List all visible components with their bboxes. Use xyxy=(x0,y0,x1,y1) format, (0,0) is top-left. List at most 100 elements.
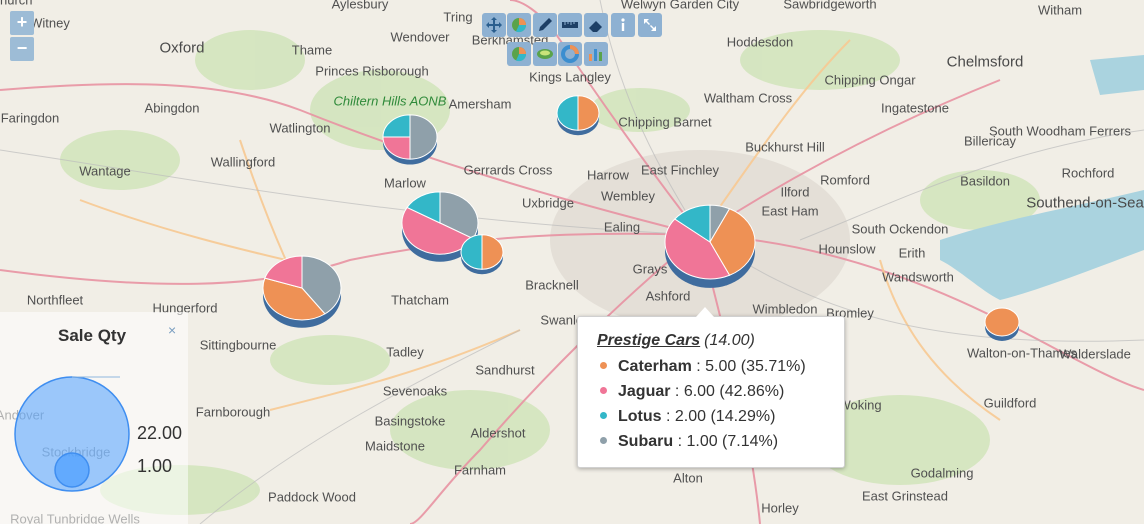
ruler-tool-button[interactable] xyxy=(558,13,582,37)
pie-slice-caterham[interactable] xyxy=(709,208,756,276)
pie-slice-lotus[interactable] xyxy=(556,95,579,131)
place-label: Ashford xyxy=(645,288,691,304)
ellipse-tool-button[interactable] xyxy=(533,42,557,66)
place-label: Woking xyxy=(838,397,882,413)
place-label: Chiltern Hills AONB xyxy=(333,93,447,109)
place-label: Thatcham xyxy=(391,292,449,308)
donut-chart-icon xyxy=(561,45,579,63)
pie-slice-subaru[interactable] xyxy=(439,191,479,240)
pie-tooltip: Prestige Cars (14.00) Caterham : 5.00 (35… xyxy=(577,307,845,468)
info-icon xyxy=(621,18,625,31)
place-label: Sittingbourne xyxy=(199,337,277,353)
place-label: Farnham xyxy=(453,462,507,478)
tooltip-title: Prestige Cars xyxy=(597,332,701,349)
pencil-icon xyxy=(539,18,552,31)
series-name: Jaguar xyxy=(618,383,671,400)
place-label: Wandsworth xyxy=(882,269,954,285)
place-label: Welwyn Garden City xyxy=(620,0,740,12)
fullscreen-tool-button[interactable] xyxy=(638,13,662,37)
place-label: Buckhurst Hill xyxy=(745,139,825,155)
place-label: Wendover xyxy=(390,29,450,45)
tooltip-row: Jaguar : 6.00 (42.86%) xyxy=(600,383,784,401)
place-label: Northfleet xyxy=(26,292,84,308)
eraser-icon xyxy=(589,21,602,32)
place-label: Wantage xyxy=(79,163,131,179)
pie-chart-icon xyxy=(512,18,527,33)
place-label: Marlow xyxy=(384,175,426,191)
place-label: Wallingford xyxy=(210,154,276,170)
pie-slice-jaguar[interactable] xyxy=(382,136,411,160)
pie-slice-lotus[interactable] xyxy=(460,234,483,270)
place-label: South Woodham Ferrers xyxy=(988,123,1132,139)
place-label: Witham xyxy=(1037,2,1083,18)
pie-slice-caterham[interactable] xyxy=(262,277,326,321)
zoom-in-button[interactable]: + xyxy=(10,11,34,35)
zoom-control: + − xyxy=(10,11,34,63)
pie-slice-caterham[interactable] xyxy=(577,95,600,131)
place-label: Witney xyxy=(30,15,70,31)
zoom-out-button[interactable]: − xyxy=(10,37,34,61)
place-label: Ilford xyxy=(780,184,810,200)
pie-chart-icon xyxy=(512,47,527,62)
place-label: Kings Langley xyxy=(529,69,611,85)
legend-max-label: 22.00 xyxy=(137,423,183,443)
place-label: Sevenoaks xyxy=(382,383,448,399)
place-label: Maidstone xyxy=(365,438,425,454)
pie-chart-tool-button[interactable] xyxy=(507,42,531,66)
pie-slice-caterham[interactable] xyxy=(984,307,1020,337)
place-label: Ealing xyxy=(603,219,641,235)
pie-chart[interactable] xyxy=(262,255,342,328)
pie-chart[interactable] xyxy=(460,234,504,275)
place-label: Aylesbury xyxy=(331,0,389,12)
info-tool-button[interactable] xyxy=(611,13,635,37)
pie-slice-subaru[interactable] xyxy=(301,255,342,315)
place-label: Oxford xyxy=(159,39,205,57)
pie-chart[interactable] xyxy=(984,307,1020,341)
place-label: Rochford xyxy=(1061,165,1115,181)
place-label: Aldershot xyxy=(470,425,526,441)
pie-chart[interactable] xyxy=(664,204,756,288)
tooltip-header: Prestige Cars (14.00) xyxy=(597,332,755,350)
eraser-tool-button[interactable] xyxy=(584,13,608,37)
pie-slice-lotus[interactable] xyxy=(674,204,711,243)
series-name: Caterham xyxy=(618,358,692,375)
series-value: : 5.00 (35.71%) xyxy=(696,358,806,375)
close-icon[interactable]: × xyxy=(168,322,177,338)
pie-chart[interactable] xyxy=(401,191,479,262)
pie-slice-caterham[interactable] xyxy=(481,234,504,270)
pie-slice-lotus[interactable] xyxy=(382,114,411,138)
series-dot xyxy=(600,412,607,420)
legend-min-circle xyxy=(54,452,90,488)
place-label: Tadley xyxy=(386,344,424,360)
pie-slice-lotus[interactable] xyxy=(406,191,441,224)
pie-slice-jaguar[interactable] xyxy=(264,255,303,289)
place-label: Chelmsford xyxy=(946,53,1024,71)
pie-chart-tool-button[interactable] xyxy=(507,13,531,37)
place-label: Chipping Ongar xyxy=(824,72,916,88)
pie-slice-jaguar[interactable] xyxy=(664,218,731,280)
bar-chart-tool-button[interactable] xyxy=(584,42,608,66)
pie-chart[interactable] xyxy=(382,114,438,165)
pie-chart[interactable] xyxy=(556,95,600,136)
place-label: Sawbridgeworth xyxy=(783,0,877,12)
move-tool-button[interactable] xyxy=(482,13,506,37)
place-label: Wembley xyxy=(601,188,655,204)
place-label: Ingatestone xyxy=(881,100,949,116)
place-label: Godalming xyxy=(910,465,974,481)
series-dot xyxy=(600,437,607,445)
place-label: Watlington xyxy=(269,120,331,136)
place-label: Faringdon xyxy=(0,110,60,126)
place-label: Whitchurch xyxy=(0,0,33,8)
pencil-tool-button[interactable] xyxy=(533,13,557,37)
donut-chart-tool-button[interactable] xyxy=(558,42,582,66)
tooltip-row: Caterham : 5.00 (35.71%) xyxy=(600,358,806,376)
place-label: Thame xyxy=(291,42,333,58)
fullscreen-icon xyxy=(644,19,656,31)
series-dot xyxy=(600,387,607,395)
place-label: East Finchley xyxy=(640,162,720,178)
place-label: Grays xyxy=(632,261,668,277)
pie-slice-subaru[interactable] xyxy=(409,114,438,160)
